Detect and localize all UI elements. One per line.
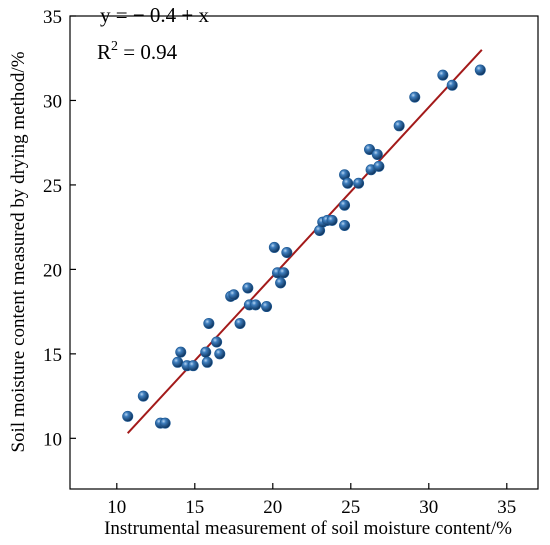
data-point [172, 356, 184, 368]
r-squared-annotation: R2 = 0.94 [97, 39, 178, 64]
data-point [393, 120, 405, 132]
plot-frame [69, 15, 539, 490]
x-axis-label: Instrumental measurement of soil moistur… [104, 518, 512, 539]
data-point [281, 247, 293, 259]
y-tick-label: 15 [43, 345, 62, 366]
x-tick-label: 20 [263, 497, 282, 518]
data-point [122, 410, 134, 422]
y-tick-label: 25 [43, 176, 62, 197]
x-tick-label: 30 [419, 497, 438, 518]
x-tick-label: 35 [497, 497, 516, 518]
x-tick-label: 10 [107, 497, 126, 518]
data-point [159, 417, 171, 429]
data-point [364, 143, 376, 155]
data-point [353, 177, 365, 189]
data-point [326, 214, 338, 226]
data-point [339, 199, 351, 211]
data-point [211, 336, 223, 348]
data-point [437, 69, 449, 81]
data-point [371, 149, 383, 161]
x-axis-ticks: 10 15 20 25 30 35 [107, 483, 516, 518]
data-point [261, 301, 273, 313]
y-tick-label: 35 [43, 7, 62, 28]
y-axis-label: Soil moisture content measured by drying… [8, 51, 29, 452]
data-point [228, 289, 240, 301]
r2-prefix: R [97, 40, 111, 64]
data-point [214, 348, 226, 360]
data-point [203, 317, 215, 329]
data-point [250, 299, 262, 311]
y-tick-label: 30 [43, 91, 62, 112]
r2-suffix: = 0.94 [118, 40, 178, 64]
x-tick-label: 25 [341, 497, 360, 518]
data-point [409, 91, 421, 103]
data-point [278, 267, 290, 279]
y-axis-ticks: 10 15 20 25 30 35 [43, 7, 76, 450]
x-tick-label: 15 [185, 497, 204, 518]
data-point [200, 346, 212, 358]
data-point [275, 277, 287, 289]
data-point [234, 317, 246, 329]
data-point [474, 64, 486, 76]
data-point [242, 282, 254, 294]
data-point [268, 241, 280, 253]
fit-line-group [126, 49, 483, 434]
equation-annotation: y = − 0.4 + x [100, 3, 210, 27]
data-point [187, 360, 199, 372]
data-point [201, 356, 213, 368]
data-points [122, 64, 486, 429]
fit-line [126, 49, 483, 434]
data-point [175, 346, 187, 358]
data-point [373, 160, 385, 172]
r2-superscript: 2 [111, 39, 118, 54]
data-point [339, 219, 351, 231]
data-point [446, 79, 458, 91]
y-tick-label: 10 [43, 429, 62, 450]
data-point [137, 390, 149, 402]
data-point [342, 177, 354, 189]
y-tick-label: 20 [43, 260, 62, 281]
